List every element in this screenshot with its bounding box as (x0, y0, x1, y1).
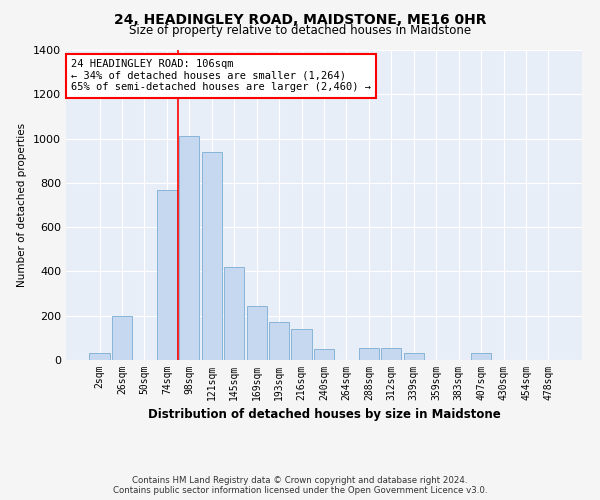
Bar (247, 306, 267, 360)
Bar (381, 348, 401, 360)
Bar (471, 354, 491, 360)
Bar (359, 348, 379, 360)
Bar (404, 354, 424, 360)
Text: Contains HM Land Registry data © Crown copyright and database right 2024.
Contai: Contains HM Land Registry data © Crown c… (113, 476, 487, 495)
Bar (224, 267, 244, 360)
Bar (292, 329, 311, 360)
Bar (179, 136, 199, 360)
Bar (269, 322, 289, 360)
Bar (157, 190, 177, 360)
Text: Size of property relative to detached houses in Maidstone: Size of property relative to detached ho… (129, 24, 471, 37)
Bar (202, 152, 222, 360)
Y-axis label: Number of detached properties: Number of detached properties (17, 123, 28, 287)
X-axis label: Distribution of detached houses by size in Maidstone: Distribution of detached houses by size … (148, 408, 500, 422)
Bar (112, 316, 132, 360)
Text: 24 HEADINGLEY ROAD: 106sqm
← 34% of detached houses are smaller (1,264)
65% of s: 24 HEADINGLEY ROAD: 106sqm ← 34% of deta… (71, 60, 371, 92)
Text: 24, HEADINGLEY ROAD, MAIDSTONE, ME16 0HR: 24, HEADINGLEY ROAD, MAIDSTONE, ME16 0HR (114, 12, 486, 26)
Bar (89, 354, 110, 360)
Bar (314, 349, 334, 360)
